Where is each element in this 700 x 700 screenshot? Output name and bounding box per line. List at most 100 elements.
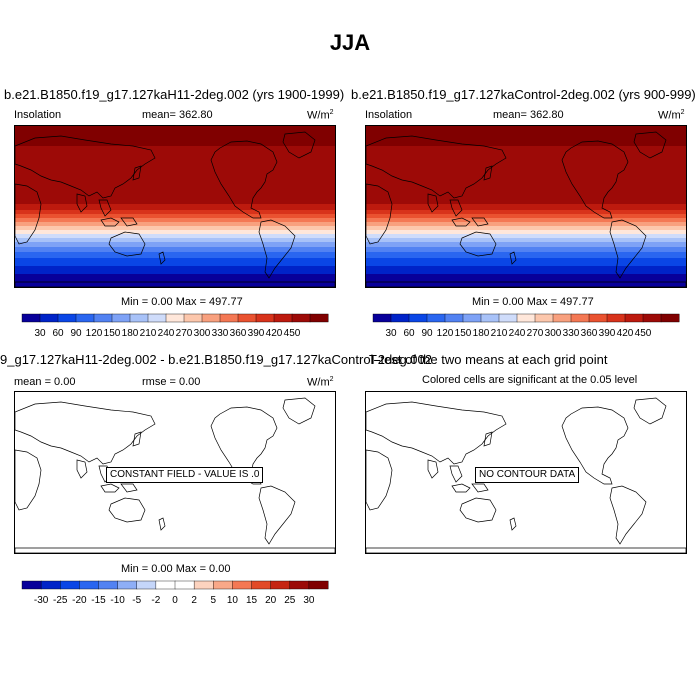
coastline [258,219,296,279]
colorbar-tick-label: 420 [617,328,634,339]
coastline [609,485,647,545]
colorbar-swatch [232,580,252,590]
antarctica-coastline [15,547,335,553]
colorbar-swatch [237,313,257,323]
coastline [120,483,138,493]
colorbar-swatch [193,580,214,590]
colorbar-swatch [480,313,500,323]
diff-units: W/m2 [307,376,334,389]
colorbar-tick-label: 120 [437,328,454,339]
colorbar-swatch [606,313,626,323]
diff-rmse-label: rmse = 0.00 [142,376,201,388]
insolation-band [15,218,335,223]
insolation-band [366,234,686,239]
insolation-band [366,242,686,248]
ttest-map-svg [366,397,686,553]
insolation-band [15,230,335,235]
colorbar-tick-label: -15 [91,595,106,606]
colorbar-swatch [79,580,99,590]
coastline [633,131,667,159]
diff-mean-label: mean = 0.00 [14,376,76,388]
coastline [76,193,88,213]
colorbar-swatch [98,580,119,590]
coastline [258,485,296,545]
coastline [100,483,120,493]
coastline [210,140,278,219]
colorbar-tick-label: 60 [403,328,415,339]
colorbar-swatch [588,313,608,323]
insolation-band [366,226,686,231]
case2-units: W/m2 [658,109,685,122]
coastline [282,131,316,159]
case2-title: b.e21.B1850.f19_g17.127kaControl-2deg.00… [351,87,696,102]
coastline [509,251,517,265]
coastline [366,135,507,199]
colorbar-tick-label: -10 [110,595,125,606]
colorbar-tick-label: 300 [545,328,562,339]
case2-insolation-map [365,125,687,288]
main-title: JJA [329,30,371,55]
colorbar-tick-label: 210 [140,328,157,339]
colorbar-tick-label: 270 [527,328,544,339]
colorbar-swatch [289,580,310,590]
ttest-subtitle: Colored cells are significant at the 0.0… [422,374,638,386]
diff-title: 9_g17.127kaH11-2deg.002 - b.e21.B1850.f1… [0,352,432,367]
colorbar-tick-label: 120 [86,328,103,339]
colorbar-tick-label: 15 [246,595,258,606]
colorbar-tick-label: 20 [265,595,277,606]
insolation-band [366,274,686,287]
colorbar-swatch [270,580,291,590]
colorbar-tick-label: 10 [227,595,239,606]
colorbar-tick-label: -2 [151,595,160,606]
colorbar-tick-label: 300 [194,328,211,339]
case2-var-label: Insolation [365,109,413,121]
colorbar-tick-label: 30 [34,328,46,339]
case1-mean-label: mean= 362.80 [142,109,213,121]
colorbar-swatch [642,313,662,323]
no-contour-message: NO CONTOUR DATA [475,467,580,483]
colorbar-tick-label: 90 [421,328,433,339]
coastline [633,397,667,425]
colorbar-swatch [111,313,131,323]
coastline [15,401,156,465]
colorbar-swatch [21,580,42,590]
antarctica-coastline [366,281,686,287]
case1-map-svg [15,126,335,287]
insolation-band [15,226,335,231]
coastline [98,199,112,217]
colorbar-tick-label: 240 [158,328,175,339]
insolation-band [15,234,335,239]
coastline [366,449,393,511]
colorbar-tick-label: 360 [581,328,598,339]
insolation-band [366,238,686,243]
colorbar-swatch [136,580,157,590]
colorbar-swatch [57,313,77,323]
coastline [15,135,156,199]
colorbar-swatch [183,313,203,323]
colorbar-swatch [552,313,572,323]
insolation-band [15,222,335,227]
case1-var-label: Insolation [14,109,62,121]
colorbar-swatch [251,580,272,590]
insolation-band [15,214,335,219]
colorbar-swatch [444,313,464,323]
insolation-band [366,146,686,205]
coastline [483,431,493,447]
insolation-band [366,214,686,219]
coastline [366,183,393,245]
colorbar-tick-label: 420 [266,328,283,339]
colorbar-swatch [39,313,59,323]
colorbar-swatch [21,313,41,323]
coastline [609,219,647,279]
colorbar-swatch [93,313,113,323]
colorbar-swatch [372,313,392,323]
case1-units: W/m2 [307,109,334,122]
insolation-band [15,210,335,215]
insolation-band [15,146,335,205]
case1-insolation-map [14,125,336,288]
colorbar-swatch [165,313,185,323]
colorbar-tick-label: 270 [176,328,193,339]
colorbar-swatch [291,313,311,323]
colorbar-tick-label: 150 [455,328,472,339]
colorbar-swatch [213,580,233,590]
